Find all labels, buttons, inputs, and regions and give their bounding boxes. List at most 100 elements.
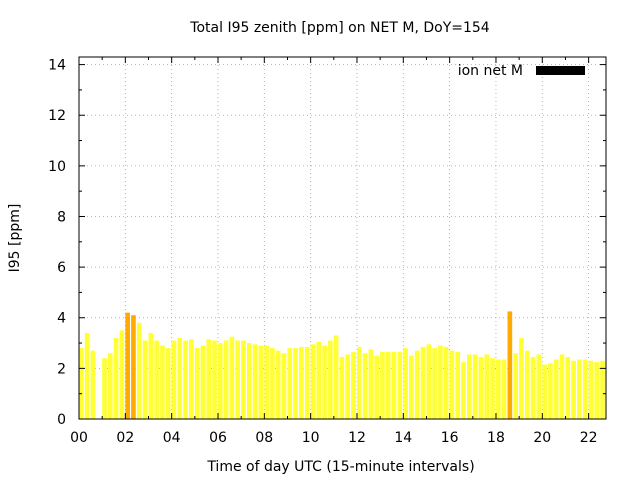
y-tick-label: 6 bbox=[57, 260, 66, 276]
y-tick-label: 4 bbox=[57, 311, 66, 327]
bar bbox=[322, 345, 327, 419]
bar bbox=[142, 340, 148, 419]
chart-title: Total I95 zenith [ppm] on NET M, DoY=154 bbox=[189, 20, 489, 36]
bar bbox=[588, 360, 594, 419]
bar bbox=[113, 337, 119, 419]
bar bbox=[206, 339, 212, 419]
x-tick-label: 10 bbox=[302, 430, 320, 446]
bar bbox=[530, 356, 536, 419]
x-tick-label: 18 bbox=[487, 430, 505, 446]
bar bbox=[246, 343, 252, 419]
bar bbox=[438, 345, 443, 419]
y-tick-label: 0 bbox=[57, 412, 66, 428]
bar bbox=[519, 337, 524, 419]
bar bbox=[397, 351, 403, 419]
bar bbox=[432, 348, 437, 419]
bar bbox=[200, 345, 206, 419]
bar bbox=[600, 360, 605, 419]
bar bbox=[461, 362, 466, 419]
bar bbox=[328, 340, 333, 419]
bar bbox=[194, 348, 200, 419]
bar bbox=[160, 345, 165, 419]
bar bbox=[362, 353, 368, 419]
bar bbox=[119, 330, 125, 419]
bars bbox=[79, 311, 605, 419]
bar bbox=[316, 341, 322, 419]
x-axis-label: Time of day UTC (15-minute intervals) bbox=[206, 459, 474, 475]
x-tick-label: 22 bbox=[580, 430, 598, 446]
bar bbox=[403, 348, 408, 419]
bar bbox=[380, 351, 385, 419]
y-tick-label: 12 bbox=[48, 108, 66, 124]
bar bbox=[559, 354, 565, 419]
x-tick-label: 20 bbox=[533, 430, 551, 446]
bar bbox=[235, 340, 240, 419]
x-tick-label: 08 bbox=[255, 430, 273, 446]
legend-label: ion net M bbox=[458, 63, 523, 79]
bar bbox=[281, 353, 287, 419]
grid bbox=[79, 57, 606, 419]
x-tick-label: 04 bbox=[163, 430, 181, 446]
bar bbox=[293, 348, 298, 419]
x-tick-label: 14 bbox=[394, 430, 412, 446]
bar bbox=[212, 340, 217, 419]
bar bbox=[258, 345, 264, 419]
bar bbox=[414, 350, 420, 419]
plot-frame bbox=[78, 56, 607, 420]
bar bbox=[571, 360, 576, 419]
bar bbox=[351, 351, 356, 419]
bar bbox=[90, 350, 96, 419]
x-tick-label: 06 bbox=[209, 430, 227, 446]
bar bbox=[165, 348, 171, 419]
bar bbox=[565, 356, 571, 419]
bar bbox=[507, 311, 513, 419]
bar bbox=[131, 315, 136, 419]
x-tick-label: 02 bbox=[116, 430, 134, 446]
y-tick-label: 10 bbox=[48, 159, 66, 175]
bar bbox=[148, 332, 154, 419]
bar bbox=[102, 358, 107, 419]
bar bbox=[339, 356, 345, 419]
bar bbox=[484, 354, 490, 419]
y-tick-label: 2 bbox=[57, 361, 66, 377]
bar bbox=[542, 364, 547, 419]
bar bbox=[183, 340, 188, 419]
bar bbox=[443, 346, 449, 419]
y-tick-label: 8 bbox=[57, 209, 66, 225]
bar bbox=[374, 355, 379, 419]
bar bbox=[229, 336, 235, 419]
bar bbox=[270, 348, 275, 419]
x-tick-label: 00 bbox=[70, 430, 88, 446]
bar bbox=[275, 350, 281, 419]
bar bbox=[553, 359, 559, 419]
bar bbox=[333, 335, 339, 419]
bar bbox=[171, 340, 177, 419]
bar bbox=[472, 354, 478, 419]
bar bbox=[356, 346, 362, 419]
bar bbox=[577, 359, 582, 419]
bar bbox=[524, 350, 530, 419]
bar bbox=[125, 312, 130, 419]
bar bbox=[136, 322, 142, 419]
bar bbox=[449, 350, 455, 419]
bar bbox=[594, 362, 600, 419]
bar bbox=[79, 348, 84, 419]
x-tick-label: 12 bbox=[348, 430, 366, 446]
bar bbox=[391, 351, 397, 419]
bar bbox=[223, 340, 229, 419]
y-axis-label: I95 [ppm] bbox=[7, 204, 23, 273]
bar bbox=[264, 345, 269, 419]
bar bbox=[385, 351, 391, 419]
bar bbox=[84, 332, 90, 419]
bar bbox=[467, 354, 472, 419]
bar bbox=[345, 354, 351, 419]
bar bbox=[513, 353, 518, 419]
bar bbox=[252, 344, 258, 419]
legend-swatch bbox=[536, 66, 585, 75]
bar bbox=[495, 359, 501, 419]
legend: ion net M bbox=[458, 63, 585, 79]
bar bbox=[189, 339, 194, 419]
bar bbox=[478, 356, 484, 419]
x-tick-label: 16 bbox=[441, 430, 459, 446]
